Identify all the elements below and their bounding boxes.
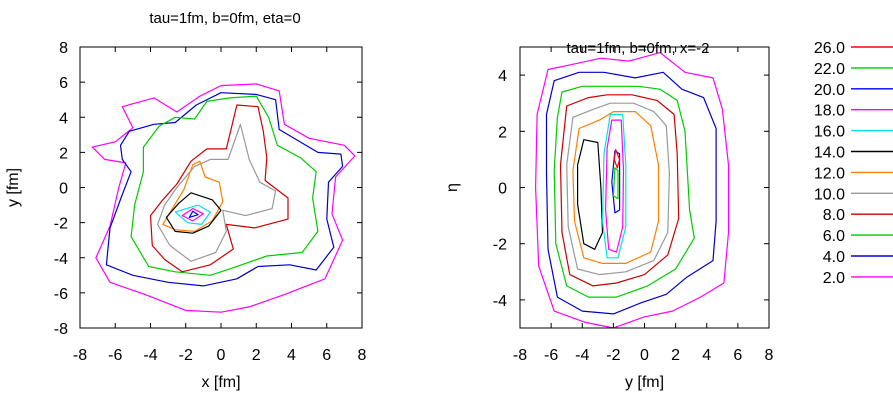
- y-tick-label: -4: [54, 251, 68, 268]
- x-tick-label: -6: [108, 347, 122, 364]
- x-tick-label: 4: [702, 347, 711, 364]
- legend-label: 4.0: [823, 249, 845, 266]
- y-tick-label: 4: [59, 110, 68, 127]
- x-tick-label: 2: [252, 347, 261, 364]
- contour-line-level-10: [157, 123, 277, 262]
- legend-label: 16.0: [814, 124, 845, 141]
- y-tick-label: 0: [59, 181, 68, 198]
- legend-label: 20.0: [814, 82, 845, 99]
- legend-label: 8.0: [823, 207, 845, 224]
- contour-line-level-2: [534, 51, 730, 328]
- legend-label: 14.0: [814, 145, 845, 162]
- y-tick-label: -2: [493, 237, 507, 254]
- legend-label: 2.0: [823, 270, 845, 287]
- legend-label: 22.0: [814, 61, 845, 78]
- x-tick-label: -4: [575, 347, 589, 364]
- legend-label: 10.0: [814, 186, 845, 203]
- contour-line-level-16: [174, 204, 211, 225]
- contour-line-level-8: [149, 104, 289, 273]
- contour-group: [534, 51, 730, 328]
- y-tick-label: 0: [498, 181, 507, 198]
- y-axis-label: y [fm]: [5, 168, 22, 207]
- contour-line-level-4: [105, 92, 344, 287]
- contour-group: [91, 83, 356, 313]
- x-tick-label: 6: [322, 347, 331, 364]
- contour-line-level-14: [165, 192, 222, 234]
- x-tick-label: 2: [671, 347, 680, 364]
- x-tick-label: -2: [179, 347, 193, 364]
- contour-line-level-26: [613, 149, 621, 169]
- x-tick-label: -4: [143, 347, 157, 364]
- contour-line-level-12: [162, 160, 224, 232]
- contour-line-level-12: [572, 110, 660, 264]
- x-tick-label: 6: [733, 347, 742, 364]
- contour-line-level-18: [181, 208, 204, 222]
- x-axis-label: y [fm]: [625, 374, 664, 391]
- y-tick-label: -6: [54, 286, 68, 303]
- chart-title: tau=1fm, b=0fm, eta=0: [149, 10, 300, 27]
- plot-frame: [519, 46, 770, 329]
- contour-line-level-10: [566, 102, 671, 276]
- y-tick-label: -8: [54, 321, 68, 338]
- y-tick-label: 4: [498, 68, 507, 85]
- x-tick-label: -6: [544, 347, 558, 364]
- legend-label: 6.0: [823, 228, 845, 245]
- y-tick-label: 2: [498, 124, 507, 141]
- contour-line-level-2: [91, 83, 356, 313]
- x-tick-label: -8: [73, 347, 87, 364]
- x-tick-label: 8: [765, 347, 774, 364]
- contour-line-level-6: [130, 95, 319, 276]
- contour-line-level-22: [612, 167, 619, 200]
- y-tick-label: 6: [59, 75, 68, 92]
- contour-line-level-20: [188, 210, 199, 218]
- legend-label: 26.0: [814, 40, 845, 57]
- y-tick-label: -2: [54, 216, 68, 233]
- x-tick-label: 0: [640, 347, 649, 364]
- y-tick-label: 2: [59, 145, 68, 162]
- x-tick-label: 0: [217, 347, 226, 364]
- y-tick-label: 8: [59, 40, 68, 57]
- chart-title: tau=1fm, b=0fm, x=-2: [567, 40, 710, 57]
- x-axis-label: x [fm]: [201, 374, 240, 391]
- y-axis-label: η: [444, 183, 461, 192]
- plot-frame: [79, 46, 363, 329]
- contour-line-level-4: [545, 71, 717, 315]
- contour-line-level-18: [604, 119, 625, 253]
- contour-line-level-14: [576, 139, 604, 250]
- contour-line-level-8: [559, 94, 680, 287]
- y-tick-label: -4: [493, 293, 507, 310]
- contour-line-level-16: [601, 113, 627, 259]
- contour-line-level-20: [611, 150, 621, 214]
- x-tick-label: 4: [287, 347, 296, 364]
- x-tick-label: -2: [606, 347, 620, 364]
- legend-label: 12.0: [814, 165, 845, 182]
- x-tick-label: 8: [358, 347, 367, 364]
- contour-line-level-6: [553, 85, 695, 298]
- legend-label: 18.0: [814, 103, 845, 120]
- x-tick-label: -8: [513, 347, 527, 364]
